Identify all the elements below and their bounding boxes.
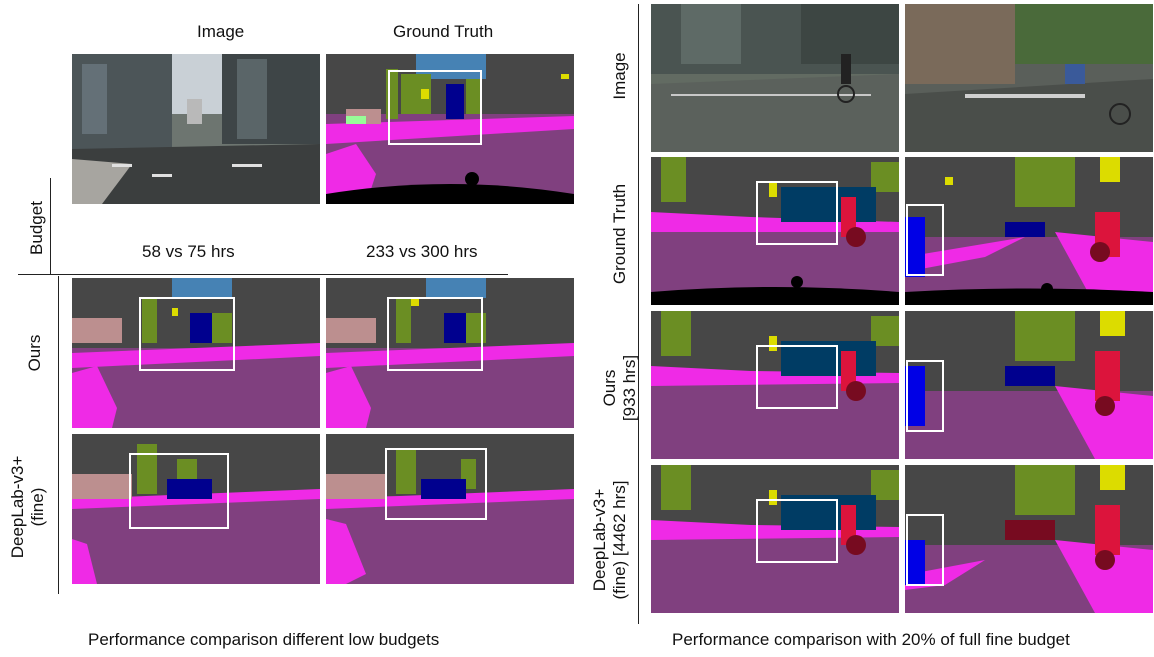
left-ours-58 [72,278,320,428]
budget-vertical-line [50,178,51,275]
right-row-label-deeplab: DeepLab-v3+ (fine) [4462 hrs] [590,480,629,600]
right-deeplab-2 [905,465,1153,613]
left-ours-233 [326,278,574,428]
right-row-label-image: Image [610,52,629,100]
right-ground-truth-2 [905,157,1153,305]
right-image-2 [905,4,1153,152]
left-deeplab-75 [72,434,320,584]
right-ground-truth-1 [651,157,899,305]
right-image-1 [651,4,899,152]
right-row-label-line [638,4,639,624]
col-header-ground-truth: Ground Truth [393,22,494,41]
left-row-label-deeplab: DeepLab-v3+ (fine) [8,455,47,559]
left-caption: Performance comparison different low bud… [88,630,440,649]
budget-horizontal-line [18,274,508,275]
right-row-label-ours: Ours [933 hrs] [600,354,639,422]
right-ours-1 [651,311,899,459]
right-caption: Performance comparison with 20% of full … [672,630,1070,649]
right-row-label-ground-truth: Ground Truth [610,183,629,285]
budget-label: Budget [27,201,46,255]
right-deeplab-1 [651,465,899,613]
left-deeplab-300 [326,434,574,584]
right-ours-2 [905,311,1153,459]
left-row-label-line [58,276,59,594]
left-row-label-ours: Ours [25,334,44,372]
col-header-image: Image [197,22,245,41]
budget-value-1: 58 vs 75 hrs [142,242,235,261]
left-input-image [72,54,320,204]
budget-value-2: 233 vs 300 hrs [366,242,478,261]
left-ground-truth [326,54,574,204]
